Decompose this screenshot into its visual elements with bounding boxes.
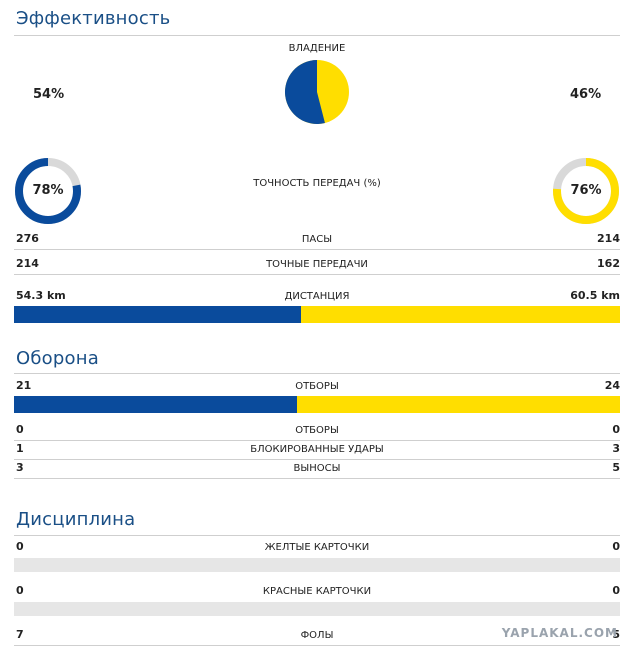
- fouls-team-b: 5: [612, 628, 620, 641]
- tackles2-team-b: 0: [612, 423, 620, 436]
- red-cards-label: КРАСНЫЕ КАРТОЧКИ: [262, 586, 372, 597]
- divider: [14, 35, 620, 36]
- divider: [14, 274, 620, 275]
- ring-fill-team-b: [553, 158, 619, 224]
- distance-split-bar: [14, 306, 620, 323]
- yellow-cards-bar: [14, 558, 620, 572]
- ring-fill-team-a: [15, 158, 81, 224]
- section-title-efficiency: Эффективность: [16, 8, 171, 29]
- pass-accuracy-team-b: 76%: [570, 183, 602, 198]
- fouls-team-a: 7: [16, 628, 24, 641]
- divider: [14, 440, 620, 441]
- section-title-discipline: Дисциплина: [16, 509, 136, 530]
- red-cards-bar: [14, 602, 620, 616]
- passes-team-b: 214: [597, 232, 620, 245]
- tackles-split-bar: [14, 396, 620, 413]
- divider: [14, 645, 620, 646]
- possession-pie-chart: [284, 59, 349, 124]
- distance-bar-team-a: [14, 306, 301, 323]
- watermark: YAPLAKAL.COM: [501, 626, 618, 640]
- divider: [14, 249, 620, 250]
- tackles-bar-team-b: [296, 396, 620, 413]
- blocked-team-b: 3: [612, 442, 620, 455]
- possession-team-a: 54%: [33, 87, 65, 102]
- tackles2-team-a: 0: [16, 423, 24, 436]
- fouls-label: ФОЛЫ: [300, 630, 334, 641]
- tackles-bar-team-a: [14, 396, 297, 413]
- divider: [14, 535, 620, 536]
- passes-label: ПАСЫ: [301, 234, 333, 245]
- distance-team-a: 54.3 km: [16, 289, 66, 302]
- blocked-team-a: 1: [16, 442, 24, 455]
- accurate-passes-label: ТОЧНЫЕ ПЕРЕДАЧИ: [266, 259, 368, 270]
- red-cards-team-b: 0: [612, 584, 620, 597]
- yellow-cards-team-a: 0: [16, 540, 24, 553]
- possession-slice-team-a: [284, 59, 325, 124]
- distance-label: ДИСТАНЦИЯ: [284, 291, 350, 302]
- passes-team-a: 276: [16, 232, 39, 245]
- pass-accuracy-team-a: 78%: [32, 183, 64, 198]
- pass-accuracy-label: ТОЧНОСТЬ ПЕРЕДАЧ (%): [253, 178, 381, 189]
- divider: [14, 478, 620, 479]
- tackles2-label: ОТБОРЫ: [295, 425, 339, 436]
- tackles-label: ОТБОРЫ: [295, 381, 339, 392]
- pass-accuracy-ring-team-a: [15, 158, 81, 224]
- possession-label: ВЛАДЕНИЕ: [288, 43, 346, 54]
- tackles-team-a: 21: [16, 379, 32, 392]
- pass-accuracy-ring-team-b: [553, 158, 619, 224]
- clearances-team-a: 3: [16, 461, 24, 474]
- distance-team-b: 60.5 km: [570, 289, 620, 302]
- accurate-passes-team-a: 214: [16, 257, 39, 270]
- divider: [14, 459, 620, 460]
- divider: [14, 373, 620, 374]
- clearances-team-b: 5: [612, 461, 620, 474]
- tackles-team-b: 24: [604, 379, 620, 392]
- red-cards-team-a: 0: [16, 584, 24, 597]
- accurate-passes-team-b: 162: [597, 257, 620, 270]
- yellow-cards-team-b: 0: [612, 540, 620, 553]
- yellow-cards-label: ЖЕЛТЫЕ КАРТОЧКИ: [264, 542, 370, 553]
- blocked-label: БЛОКИРОВАННЫЕ УДАРЫ: [250, 444, 384, 455]
- possession-team-b: 46%: [570, 87, 602, 102]
- clearances-label: ВЫНОСЫ: [293, 463, 341, 474]
- distance-bar-team-b: [300, 306, 620, 323]
- section-title-defence: Оборона: [16, 348, 99, 369]
